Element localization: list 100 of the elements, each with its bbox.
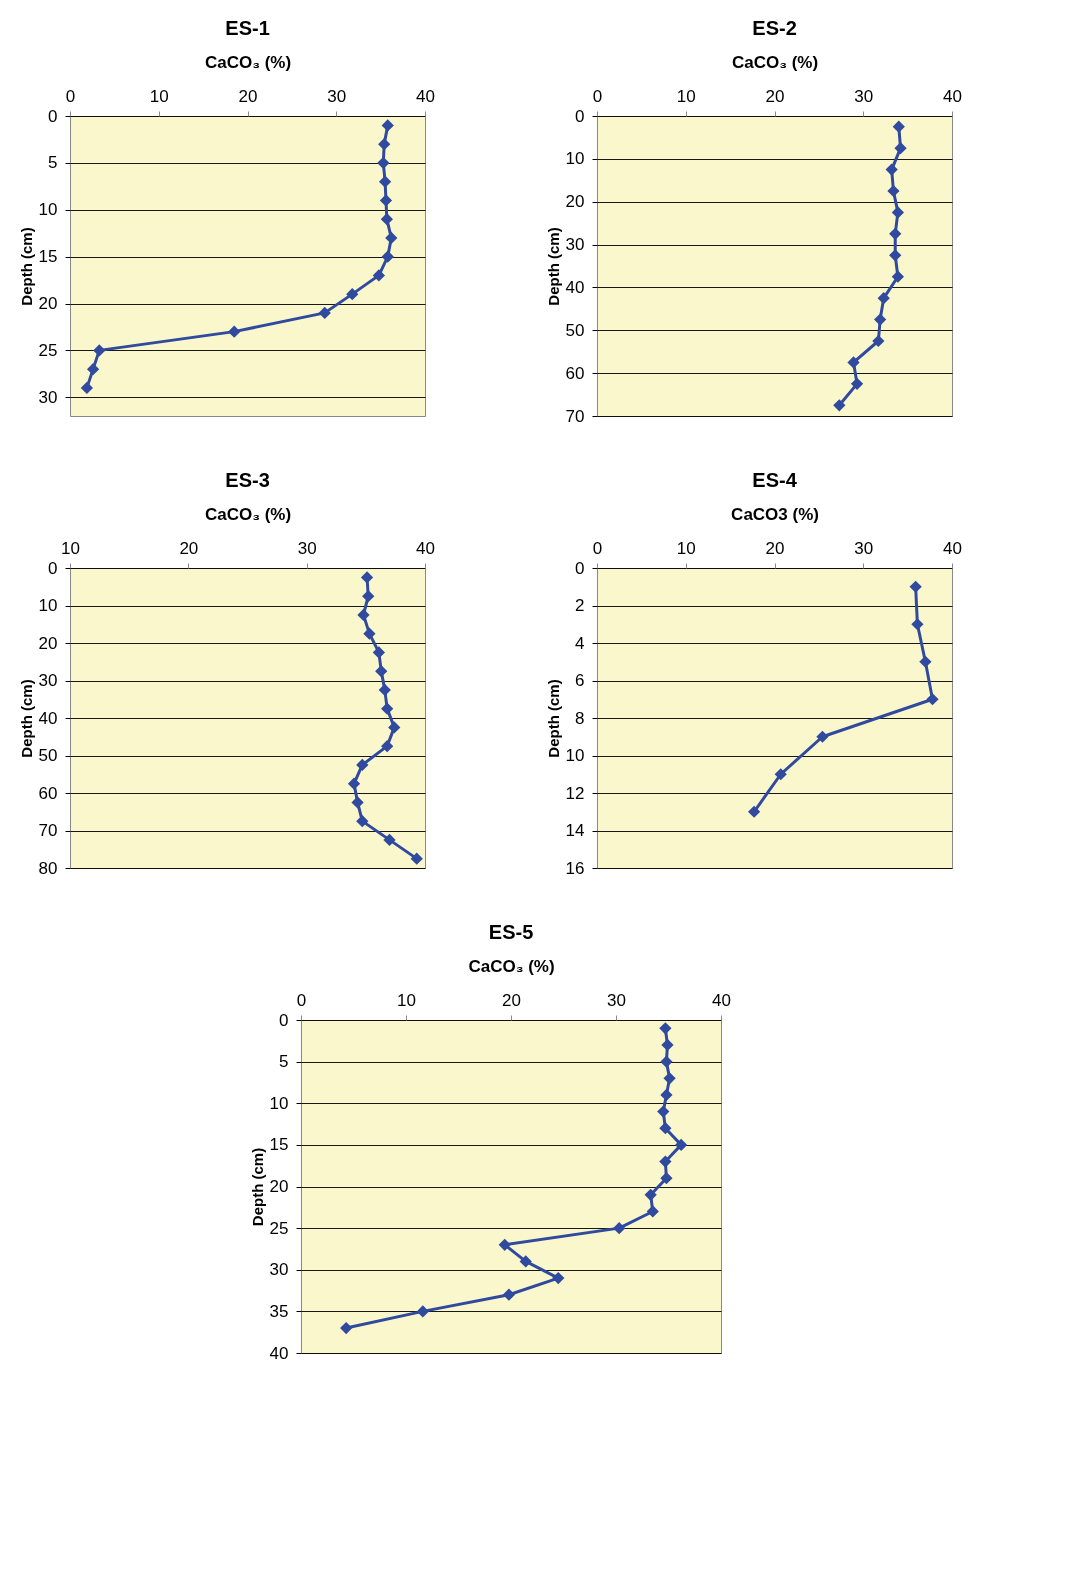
y-axis-title: Depth (cm) bbox=[17, 227, 35, 306]
point bbox=[885, 163, 898, 176]
chart-title: ES-1 bbox=[225, 17, 270, 39]
y-tick-label: 40 bbox=[269, 1343, 289, 1363]
point bbox=[356, 758, 369, 771]
x-axis-title: CaCO₃ (%) bbox=[731, 52, 819, 72]
x-tick-label: 20 bbox=[502, 990, 521, 1010]
y-tick-label: 10 bbox=[38, 200, 58, 220]
point bbox=[351, 796, 364, 809]
x-tick-label: 0 bbox=[592, 538, 603, 558]
y-tick-label: 30 bbox=[269, 1260, 289, 1280]
point bbox=[378, 138, 391, 151]
y-tick-label: 0 bbox=[48, 106, 58, 126]
point bbox=[919, 655, 932, 668]
y-tick-label: 70 bbox=[565, 406, 585, 426]
point bbox=[847, 356, 860, 369]
point bbox=[498, 1238, 511, 1251]
point bbox=[660, 1088, 673, 1102]
y-tick-label: 40 bbox=[565, 277, 585, 297]
x-tick-label: 30 bbox=[607, 990, 626, 1010]
y-tick-label: 30 bbox=[38, 671, 58, 690]
x-tick-label: 10 bbox=[397, 990, 416, 1010]
y-tick-label: 15 bbox=[38, 247, 58, 267]
y-tick-label: 20 bbox=[565, 192, 585, 212]
point bbox=[340, 1321, 353, 1335]
y-tick-label: 30 bbox=[38, 387, 58, 407]
y-tick-label: 0 bbox=[575, 558, 585, 578]
point bbox=[926, 693, 939, 706]
point bbox=[385, 231, 398, 244]
x-tick-label: 0 bbox=[65, 86, 76, 106]
y-tick-label: 10 bbox=[38, 596, 58, 615]
point bbox=[347, 777, 361, 790]
x-tick-label: 10 bbox=[61, 538, 80, 558]
point bbox=[675, 1138, 688, 1151]
point bbox=[357, 608, 370, 621]
point bbox=[346, 288, 359, 301]
point bbox=[909, 580, 922, 593]
point bbox=[874, 313, 887, 326]
point bbox=[378, 683, 391, 696]
point bbox=[372, 269, 385, 282]
x-tick-label: 10 bbox=[676, 86, 696, 106]
point bbox=[362, 590, 375, 603]
x-tick-label: 0 bbox=[592, 86, 603, 106]
y-axis-title: Depth (cm) bbox=[248, 1147, 266, 1227]
chart-title: ES-3 bbox=[225, 469, 270, 491]
y-tick-label: 50 bbox=[565, 320, 585, 340]
point bbox=[381, 250, 394, 263]
y-tick-label: 5 bbox=[48, 153, 58, 173]
chart-title: ES-4 bbox=[752, 469, 798, 491]
x-tick-label: 10 bbox=[676, 538, 696, 558]
y-tick-label: 2 bbox=[575, 596, 585, 615]
point bbox=[378, 175, 392, 188]
x-tick-label: 30 bbox=[854, 86, 874, 106]
y-tick-label: 10 bbox=[269, 1093, 289, 1113]
point bbox=[659, 1122, 672, 1135]
point bbox=[80, 381, 94, 394]
point bbox=[380, 213, 393, 226]
x-tick-label: 20 bbox=[765, 538, 785, 558]
point bbox=[360, 571, 374, 584]
point bbox=[93, 344, 106, 357]
chart-title: ES-5 bbox=[488, 921, 534, 943]
point bbox=[872, 334, 885, 348]
x-tick-label: 30 bbox=[327, 86, 347, 106]
point bbox=[850, 377, 864, 390]
x-axis-title: CaCO3 (%) bbox=[731, 504, 819, 524]
point bbox=[891, 270, 905, 283]
point bbox=[833, 399, 846, 412]
y-tick-label: 6 bbox=[575, 671, 585, 690]
y-axis-title: Depth (cm) bbox=[17, 679, 35, 758]
point bbox=[519, 1255, 532, 1268]
x-axis-title: CaCO₃ (%) bbox=[204, 504, 292, 524]
point bbox=[646, 1205, 659, 1218]
point bbox=[381, 119, 394, 132]
point bbox=[894, 142, 907, 155]
x-tick-label: 30 bbox=[297, 538, 317, 558]
point bbox=[228, 325, 241, 338]
x-axis-title: CaCO₃ (%) bbox=[468, 956, 555, 976]
point bbox=[889, 249, 902, 262]
y-axis-title: Depth (cm) bbox=[544, 227, 562, 306]
x-tick-label: 40 bbox=[943, 538, 962, 558]
y-tick-label: 0 bbox=[279, 1010, 289, 1030]
point bbox=[381, 740, 394, 753]
y-tick-label: 20 bbox=[38, 633, 58, 653]
point bbox=[86, 363, 100, 376]
y-tick-label: 50 bbox=[38, 746, 58, 765]
y-tick-label: 40 bbox=[38, 708, 58, 728]
y-tick-label: 10 bbox=[565, 149, 585, 169]
chart-title: ES-2 bbox=[752, 17, 797, 39]
y-tick-label: 0 bbox=[48, 558, 58, 578]
point bbox=[659, 1022, 672, 1035]
x-axis-title: CaCO₃ (%) bbox=[204, 52, 292, 72]
point bbox=[416, 1305, 429, 1318]
point bbox=[663, 1072, 676, 1085]
point bbox=[747, 805, 761, 818]
point bbox=[372, 646, 385, 659]
point bbox=[659, 1155, 672, 1168]
point bbox=[889, 227, 902, 240]
x-tick-label: 10 bbox=[149, 86, 169, 106]
point bbox=[644, 1188, 657, 1201]
point bbox=[911, 618, 924, 631]
